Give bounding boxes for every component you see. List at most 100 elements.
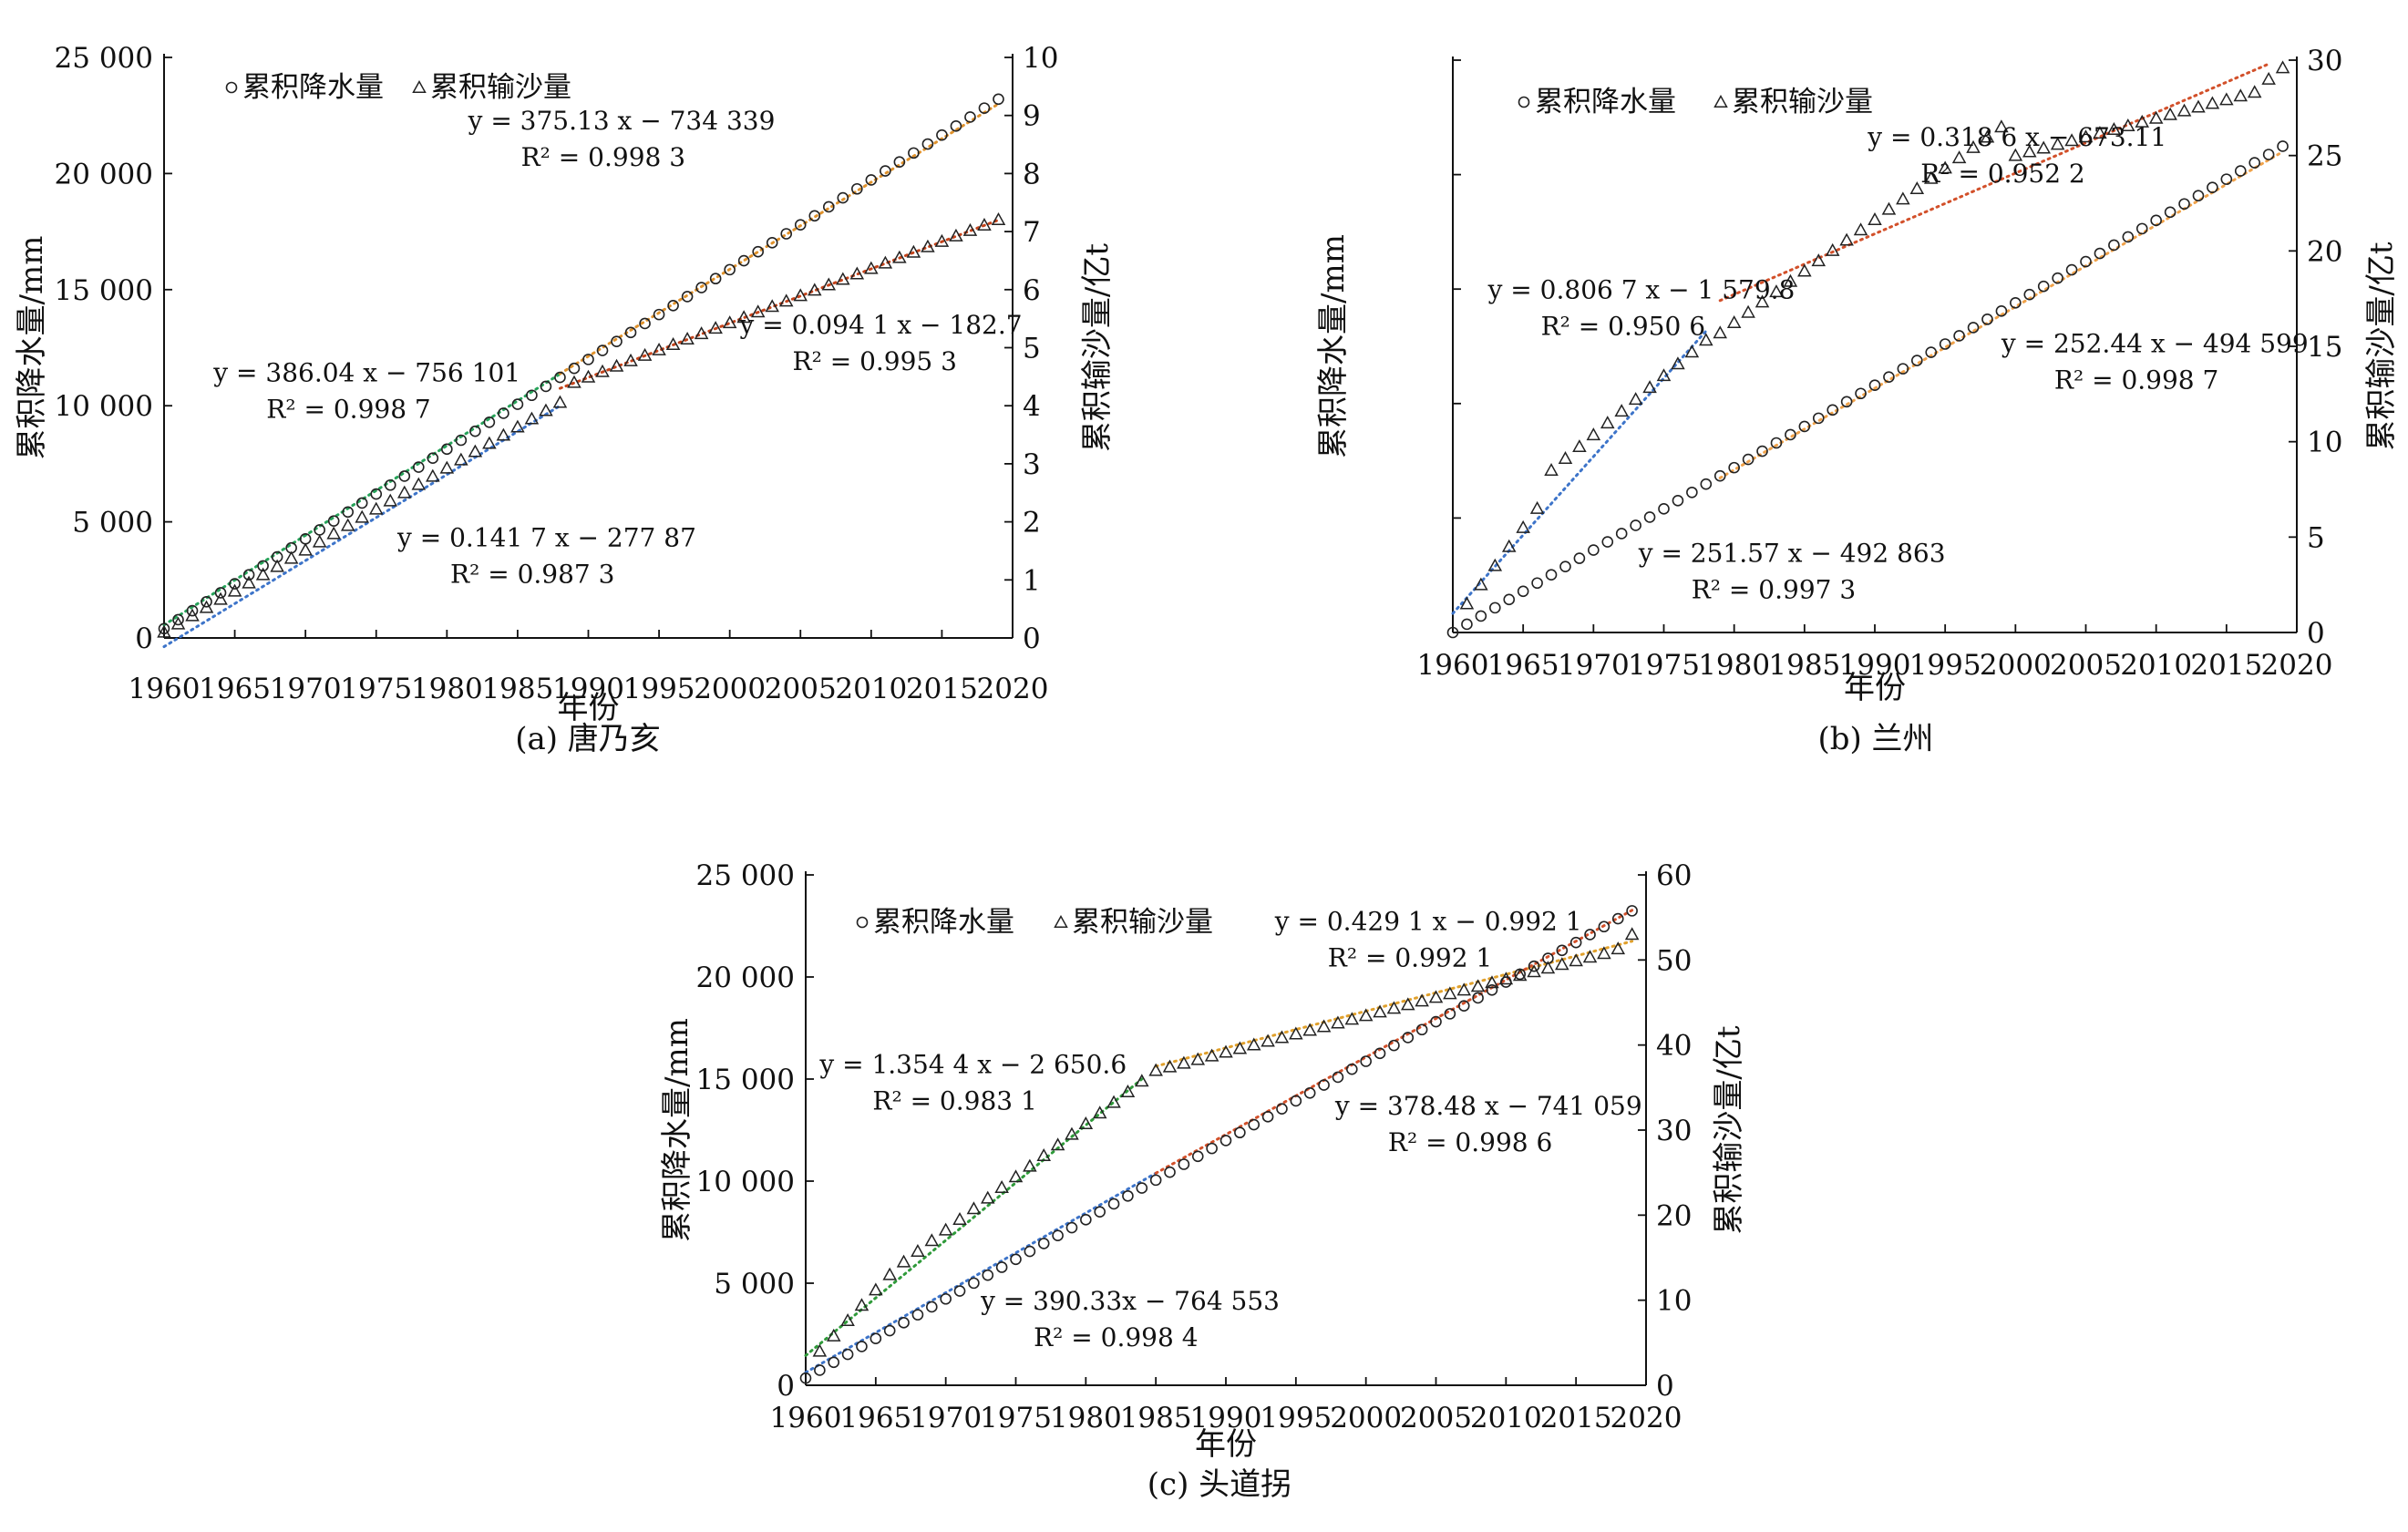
y-right-tick-label: 4 [1023,390,1041,423]
y-right-axis-title: 累积输沙量/亿t [2363,242,2400,450]
sediment-point [911,1243,925,1257]
panel-caption: (a) 唐乃亥 [515,721,661,757]
sediment-point [1358,1008,1374,1022]
sediment-point [1572,439,1587,453]
precipitation-point [1037,1238,1050,1249]
precipitation-point [1360,1055,1372,1067]
x-tick-label: 2020 [2261,649,2333,682]
precipitation-point [441,443,453,456]
precipitation-point [214,587,227,599]
precipitation-point [1402,1032,1415,1044]
precipitation-point [898,1317,910,1329]
precipitation-point [1615,528,1628,540]
sediment-point [1177,1055,1191,1069]
precipitation-point [1332,1071,1344,1084]
x-tick-label: 1975 [340,673,412,705]
precipitation-point [327,515,340,527]
precipitation-point [1742,453,1755,466]
precipitation-point [737,254,750,267]
sediment-point [1373,1004,1387,1018]
sediment-point [1246,1037,1261,1051]
y-right-axis-title: 累积输沙量/亿t [1711,1025,1747,1234]
regression-equation: y = 252.44 x − 494 599 [2001,328,2309,358]
precipitation-point [1457,1000,1470,1012]
sediment-point [665,336,681,350]
precipitation-point [1967,322,1980,334]
r-squared-label: R² = 0.997 3 [1692,575,1856,605]
sediment-point [934,233,950,247]
sediment-point [878,255,893,269]
precipitation-point [1995,305,2008,317]
y-right-tick-label: 0 [1023,622,1041,655]
sediment-point [1516,519,1530,533]
precipitation-point [2164,206,2176,219]
sediment-point [1428,990,1444,1003]
sediment-point [1994,119,2009,133]
sediment-point [2106,122,2122,136]
y-left-tick-label: 15 000 [55,274,153,307]
sediment-point [1868,211,1882,225]
precipitation-point [1672,495,1684,507]
precipitation-point [940,1292,952,1305]
x-tick-label: 1975 [980,1402,1052,1434]
sediment-point [1938,160,1952,174]
legend-triangle-marker [1054,914,1068,928]
r-squared-label: R² = 0.952 2 [1920,159,2084,189]
legend-triangle-marker [412,79,427,93]
precipitation-point [1911,355,1923,366]
sediment-point [1555,957,1569,971]
precipitation-point [893,156,906,169]
precipitation-point [1149,1174,1162,1187]
trend-line [1451,329,1708,615]
precipitation-point [667,299,679,312]
sediment-point [2191,99,2206,113]
precipitation-point [752,245,765,258]
sediment-point [736,310,751,324]
r-squared-label: R² = 0.998 6 [1388,1127,1552,1157]
y-right-tick-label: 2 [1023,507,1041,540]
x-axis-title: 年份 [1195,1426,1257,1463]
sediment-point [482,436,497,449]
precipitation-point [2065,263,2078,276]
precipitation-point [964,111,976,123]
precipitation-point [1798,420,1811,433]
legend-circle-marker [856,916,869,929]
x-axis-title: 年份 [558,690,620,726]
y-right-tick-label: 0 [1656,1370,1674,1403]
sediment-point [1811,253,1827,267]
sediment-point [2176,103,2192,117]
precipitation-point [1569,936,1582,949]
y-left-axis-title: 累积降水量/mm [1315,234,1352,458]
precipitation-point [1700,478,1713,490]
sediment-point [1023,1158,1037,1172]
trend-line [1718,62,2270,303]
y-right-tick-label: 15 [2307,331,2342,364]
sediment-point [1302,1023,1317,1036]
sediment-point [1597,946,1611,960]
sediment-point [966,1201,982,1215]
y-left-tick-label: 0 [777,1370,795,1403]
sediment-point [1713,325,1728,339]
sediment-point [1474,577,1488,591]
precipitation-point [384,478,396,491]
y-right-tick-label: 10 [1023,42,1058,75]
precipitation-point [1812,412,1825,425]
y-right-tick-label: 5 [2307,521,2325,554]
sediment-point [1459,596,1475,610]
panel-caption: (c) 头道拐 [1147,1466,1291,1503]
y-right-tick-label: 8 [1023,158,1041,190]
precipitation-point [1658,503,1670,515]
sediment-point [892,250,907,263]
precipitation-point [1191,1150,1204,1163]
sediment-point [1148,1063,1163,1076]
precipitation-point [1630,519,1641,531]
sediment-point [2008,148,2023,161]
sediment-point [312,534,327,548]
regression-equation: y = 0.318 6 x − 673.11 [1867,122,2166,152]
sediment-point [637,347,653,361]
sediment-point [1501,539,1517,552]
sediment-point [510,419,525,433]
y-right-tick-label: 20 [2307,235,2342,268]
precipitation-point [2135,222,2148,235]
regression-equation: y = 390.33x − 764 553 [980,1286,1280,1316]
